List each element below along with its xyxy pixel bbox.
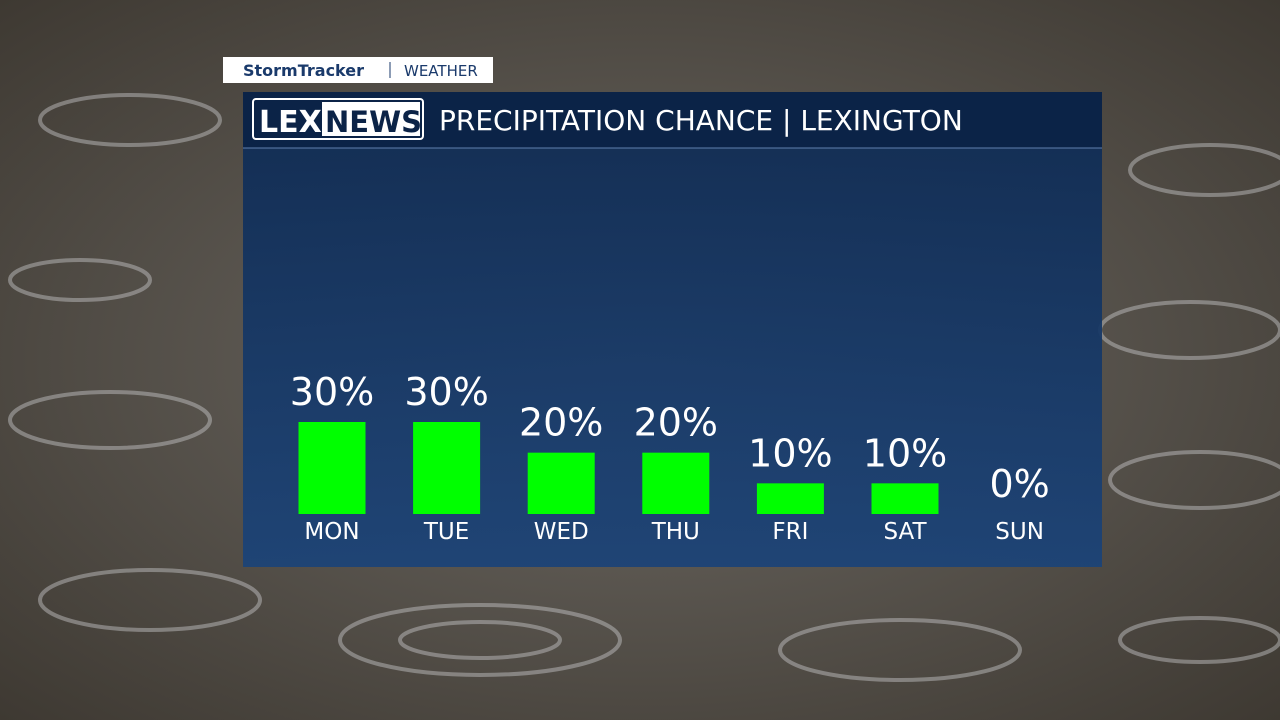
value-label: 0% — [989, 462, 1049, 506]
category-label: MON — [304, 519, 359, 545]
logo-box — [322, 102, 420, 136]
bar — [642, 452, 710, 514]
bar — [527, 452, 595, 514]
value-label: 10% — [863, 431, 947, 475]
category-label: TUE — [423, 519, 469, 545]
category-label: FRI — [772, 519, 808, 545]
logo-news: NEWS — [325, 105, 422, 139]
category-label: WED — [534, 519, 589, 545]
value-label: 20% — [519, 401, 603, 445]
logo-frame — [252, 98, 424, 140]
chart-title: PRECIPITATION CHANCE | LEXINGTON — [439, 104, 963, 137]
value-label: 20% — [634, 401, 718, 445]
tag-brand: StormTracker — [243, 61, 364, 80]
value-label: 10% — [748, 431, 832, 475]
category-label: THU — [651, 519, 700, 545]
logo-lex: LEX — [259, 105, 322, 140]
value-label: 30% — [404, 370, 488, 414]
tag-section: WEATHER — [404, 62, 478, 80]
value-label: 30% — [290, 370, 374, 414]
bar — [413, 422, 481, 514]
rain-ripples — [8, 93, 1280, 682]
bar — [756, 483, 824, 514]
bar — [298, 422, 366, 514]
category-label: SAT — [883, 519, 927, 545]
tag-box — [223, 57, 493, 83]
bar — [871, 483, 939, 514]
category-label: SUN — [995, 519, 1044, 545]
